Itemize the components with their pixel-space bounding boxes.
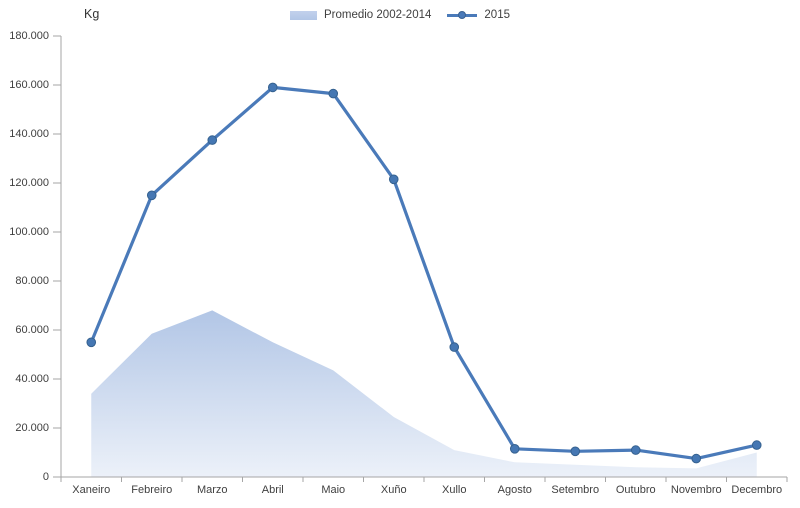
y-axis-unit-label: Kg xyxy=(84,7,100,21)
data-point-marker xyxy=(328,88,339,99)
y-axis-label: 160.000 xyxy=(9,79,49,91)
y-axis-label: 100.000 xyxy=(9,226,49,238)
x-axis-label: Novembro xyxy=(670,484,722,496)
data-point-marker xyxy=(630,445,641,455)
y-axis-label: 120.000 xyxy=(9,177,49,189)
data-point-marker xyxy=(388,174,399,185)
chart-legend: Promedio 2002-2014 2015 xyxy=(0,9,800,21)
x-axis-label: Setembro xyxy=(551,484,600,496)
x-axis-label: Xullo xyxy=(442,484,467,496)
x-axis-label: Xuño xyxy=(380,484,407,496)
x-axis-label: Agosto xyxy=(497,484,532,496)
y-axis-label: 20.000 xyxy=(15,422,49,434)
x-axis-label: Maio xyxy=(321,484,346,496)
data-point-marker xyxy=(751,440,762,450)
area-swatch-icon xyxy=(289,10,317,20)
data-point-marker xyxy=(207,135,218,145)
data-point-marker xyxy=(691,453,702,464)
y-axis-label: 80.000 xyxy=(15,275,49,287)
legend-item-promedio: Promedio 2002-2014 xyxy=(289,9,432,21)
x-axis-label: Decembro xyxy=(731,484,783,496)
data-point-marker xyxy=(570,446,581,457)
line-series-2015 xyxy=(89,85,759,461)
legend-label-promedio: Promedio 2002-2014 xyxy=(323,9,432,21)
y-axis-label: 40.000 xyxy=(15,373,49,385)
data-point-marker xyxy=(146,190,157,201)
data-point-marker xyxy=(267,82,278,93)
x-axis-label: Xaneiro xyxy=(72,484,111,496)
data-point-marker xyxy=(509,444,520,454)
y-axis-label: 180.000 xyxy=(9,30,49,42)
y-axis-label: 140.000 xyxy=(9,128,49,140)
x-axis-label: Febreiro xyxy=(131,484,173,496)
x-axis-label: Marzo xyxy=(196,484,228,496)
data-point-marker xyxy=(86,337,97,348)
y-axis-label: 60.000 xyxy=(15,324,49,336)
x-axis-label: Outubro xyxy=(615,484,656,496)
line-marker-swatch-icon xyxy=(447,10,478,20)
legend-item-2015: 2015 xyxy=(447,9,510,21)
x-axis-label: Abril xyxy=(261,484,284,496)
promedio-area-series xyxy=(91,310,757,477)
data-point-marker xyxy=(449,342,460,352)
y-axis-label: 0 xyxy=(42,471,49,483)
legend-label-2015: 2015 xyxy=(484,9,510,21)
